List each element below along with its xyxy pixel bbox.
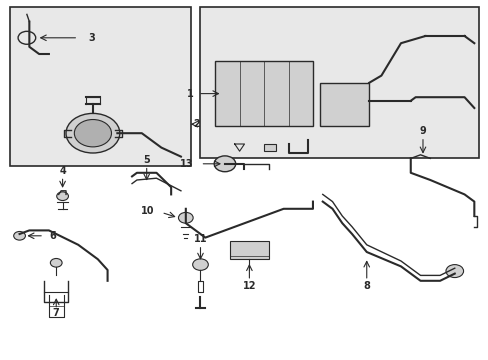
Circle shape bbox=[50, 258, 62, 267]
Circle shape bbox=[192, 259, 208, 270]
Text: 13: 13 bbox=[179, 159, 193, 169]
Circle shape bbox=[66, 113, 120, 153]
Circle shape bbox=[14, 231, 25, 240]
Text: 11: 11 bbox=[193, 234, 207, 244]
Text: 4: 4 bbox=[59, 166, 66, 176]
Bar bbox=[215, 61, 312, 126]
Text: 7: 7 bbox=[53, 308, 60, 318]
Bar bbox=[264, 144, 276, 151]
Circle shape bbox=[214, 156, 235, 172]
Text: 12: 12 bbox=[242, 281, 256, 291]
Bar bbox=[200, 7, 478, 158]
Text: 9: 9 bbox=[419, 126, 426, 136]
Text: 6: 6 bbox=[49, 231, 56, 241]
Circle shape bbox=[74, 120, 111, 147]
Text: 8: 8 bbox=[363, 281, 369, 291]
Text: 5: 5 bbox=[143, 155, 150, 165]
Circle shape bbox=[57, 192, 68, 201]
Circle shape bbox=[178, 212, 193, 223]
Bar bbox=[320, 83, 368, 126]
Bar bbox=[229, 241, 268, 259]
Text: 10: 10 bbox=[140, 206, 154, 216]
Text: 1: 1 bbox=[187, 89, 194, 99]
Circle shape bbox=[445, 265, 463, 278]
Bar bbox=[10, 7, 190, 166]
Text: 3: 3 bbox=[88, 33, 95, 43]
Text: 2: 2 bbox=[193, 119, 200, 129]
